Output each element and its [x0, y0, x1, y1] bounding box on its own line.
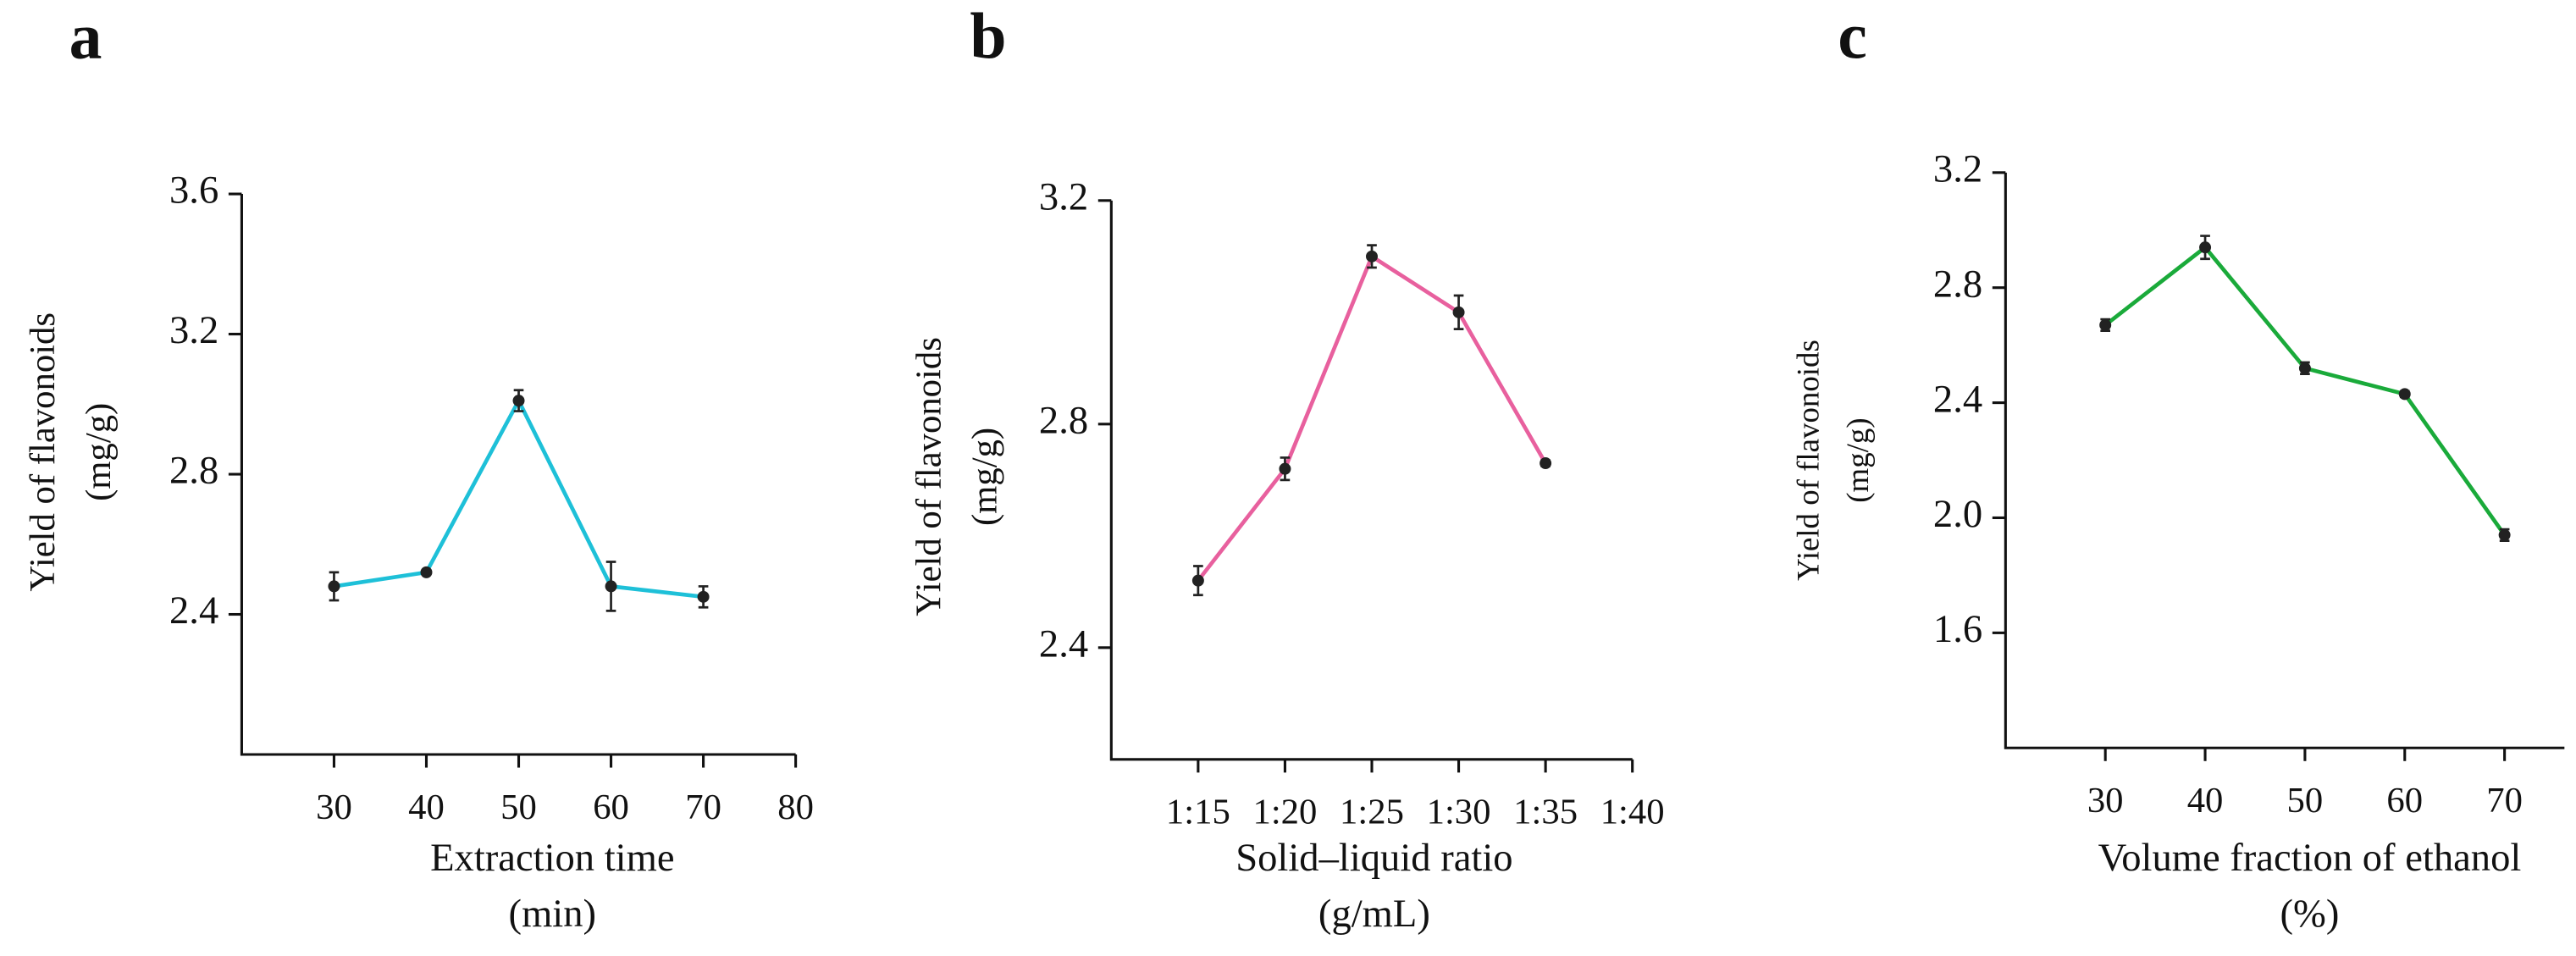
- data-point: [697, 590, 710, 603]
- data-point: [2398, 388, 2411, 401]
- data-point: [1191, 574, 1204, 587]
- x-tick-label: 60: [593, 787, 629, 827]
- axes: [2004, 172, 2565, 749]
- y-axis-label: Yield of flavonoids: [23, 312, 63, 592]
- panel-label: a: [69, 0, 102, 72]
- y-tick-label: 2.8: [169, 449, 218, 493]
- data-point: [2099, 318, 2112, 331]
- y-tick-label: 2.8: [1039, 399, 1088, 443]
- x-tick-label: 30: [316, 787, 352, 827]
- data-point: [328, 580, 340, 593]
- data-point: [2199, 241, 2212, 254]
- y-tick-label: 3.6: [169, 169, 218, 213]
- y-tick-label: 1.6: [1933, 607, 1982, 651]
- x-tick-label: 60: [2386, 781, 2423, 821]
- y-tick-label: 3.2: [1039, 175, 1088, 219]
- y-axis-label: (mg/g): [1840, 417, 1876, 502]
- data-point: [420, 566, 433, 578]
- data-point: [1366, 250, 1378, 262]
- x-axis-label: Solid–liquid ratio: [1235, 836, 1512, 880]
- panel-label: c: [1838, 0, 1866, 72]
- x-axis-label: Volume fraction of ethanol: [2098, 836, 2522, 880]
- x-axis-label: Extraction time: [430, 836, 674, 880]
- y-tick-label: 3.2: [1933, 147, 1982, 191]
- y-tick-label: 2.0: [1933, 492, 1982, 536]
- y-axis-label: Yield of flavonoids: [1791, 340, 1826, 581]
- x-tick-label: 1:25: [1340, 793, 1404, 832]
- data-point: [1452, 306, 1465, 318]
- axes: [1109, 200, 1633, 761]
- x-tick-label: 30: [2087, 781, 2124, 821]
- x-tick-label: 1:20: [1252, 793, 1317, 832]
- x-tick-label: 40: [2187, 781, 2224, 821]
- x-tick-label: 70: [2486, 781, 2523, 821]
- x-axis-label: (%): [2280, 892, 2340, 936]
- y-tick-label: 2.4: [1933, 377, 1982, 421]
- x-tick-label: 50: [500, 787, 537, 827]
- data-point: [605, 580, 617, 593]
- series-line: [1197, 253, 1548, 583]
- axes: [240, 194, 796, 756]
- data-point: [2498, 528, 2511, 541]
- y-tick-label: 2.4: [1039, 622, 1088, 666]
- x-tick-label: 1:40: [1600, 793, 1665, 832]
- y-axis-label: (mg/g): [79, 403, 119, 501]
- x-axis-label: (g/mL): [1318, 892, 1430, 936]
- x-tick-label: 80: [777, 787, 814, 827]
- y-axis-label: (mg/g): [965, 428, 1005, 526]
- x-tick-label: 1:35: [1513, 793, 1578, 832]
- x-tick-label: 1:30: [1427, 793, 1491, 832]
- data-point: [512, 395, 525, 407]
- x-axis-label: (min): [509, 892, 596, 936]
- y-tick-label: 2.4: [169, 589, 218, 633]
- y-axis-label: Yield of flavonoids: [909, 337, 949, 616]
- x-tick-label: 50: [2287, 781, 2324, 821]
- y-tick-label: 3.2: [169, 308, 218, 352]
- x-tick-label: 70: [685, 787, 721, 827]
- data-point: [1279, 462, 1291, 475]
- data-point: [2298, 362, 2311, 374]
- x-tick-label: 1:15: [1166, 793, 1230, 832]
- panel-label: b: [970, 0, 1006, 72]
- series-line: [2103, 244, 2507, 537]
- x-tick-label: 40: [408, 787, 445, 827]
- data-point: [1540, 457, 1552, 470]
- y-tick-label: 2.8: [1933, 262, 1982, 306]
- series-line: [334, 396, 704, 600]
